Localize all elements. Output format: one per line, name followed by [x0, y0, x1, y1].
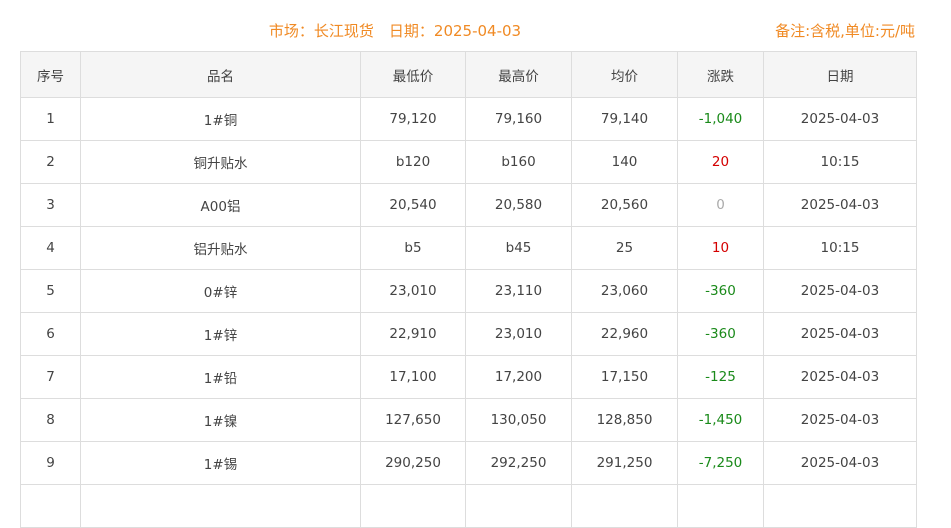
column-header-index: 序号 [20, 51, 81, 98]
market-title: 市场：长江现货 日期：2025-04-03 [268, 22, 522, 40]
cell-low: 290,250 [360, 441, 466, 485]
table-header-row: 序号 品名 最低价 最高价 均价 涨跌 日期 [20, 51, 917, 98]
cell-name: 1#锡 [80, 441, 361, 485]
cell-change: -125 [677, 355, 764, 399]
cell-index [20, 484, 81, 528]
cell-avg: 291,250 [571, 441, 678, 485]
cell-avg: 140 [571, 140, 678, 184]
cell-high: 20,580 [465, 183, 572, 227]
cell-high: 292,250 [465, 441, 572, 485]
cell-low: 79,120 [360, 97, 466, 141]
page-header: 市场：长江现货 日期：2025-04-03 备注:含税,单位:元/吨 [0, 0, 951, 51]
price-table: 序号 品名 最低价 最高价 均价 涨跌 日期 1 1#铜 79,120 79,160 79,140-… [20, 51, 917, 528]
unit-note: 备注:含税,单位:元/吨 [775, 22, 915, 40]
cell-date: 10:15 [763, 226, 917, 270]
column-header-date: 日期 [763, 51, 917, 98]
cell-change: -1,450 [677, 398, 764, 442]
table-row: 7 1#铅 17,100 17,200 17,150 -125 2025-04-03 [20, 355, 917, 399]
cell-low [360, 484, 466, 528]
cell-date: 2025-04-03 [763, 312, 917, 356]
cell-high [465, 484, 572, 528]
cell-index: 5 [20, 269, 81, 313]
cell-date: 10:15 [763, 140, 917, 184]
cell-name: 0#锌 [80, 269, 361, 313]
column-header-high: 最高价 [465, 51, 572, 98]
table-row: 1 1#铜 79,120 79,160 79,140 -1,040 2025-04-03 [20, 97, 917, 141]
cell-index: 8 [20, 398, 81, 442]
cell-high: 17,200 [465, 355, 572, 399]
cell-avg: 22,960 [571, 312, 678, 356]
cell-date: 2025-04-03 [763, 183, 917, 227]
cell-index: 3 [20, 183, 81, 227]
cell-change: 10 [677, 226, 764, 270]
cell-change: -7,250 [677, 441, 764, 485]
cell-date: 2025-04-03 [763, 355, 917, 399]
table-row: 5 0#锌 23,010 23,110 23,060 -360 2025-04-03 [20, 269, 917, 313]
table-row: 4 铝升贴水 b5 b45 25 10 10:15 [20, 226, 917, 270]
cell-name: 铝升贴水 [80, 226, 361, 270]
cell-index: 7 [20, 355, 81, 399]
cell-high: 79,160 [465, 97, 572, 141]
cell-change: -1,040 [677, 97, 764, 141]
cell-avg: 17,150 [571, 355, 678, 399]
table-row [20, 484, 917, 528]
cell-high: 130,050 [465, 398, 572, 442]
cell-name: 1#铅 [80, 355, 361, 399]
table-row: 8 1#镍 127,650 130,050 128,850 -1,450 2025-04-0… [20, 398, 917, 442]
cell-date: 2025-04-03 [763, 97, 917, 141]
cell-index: 4 [20, 226, 81, 270]
cell-avg: 23,060 [571, 269, 678, 313]
table-row: 3 A00铝 20,540 20,580 20,560 0 2025-04-03 [20, 183, 917, 227]
cell-index: 9 [20, 441, 81, 485]
cell-index: 6 [20, 312, 81, 356]
cell-change: -360 [677, 312, 764, 356]
cell-low: 20,540 [360, 183, 466, 227]
cell-change: 0 [677, 183, 764, 227]
cell-avg: 20,560 [571, 183, 678, 227]
cell-index: 2 [20, 140, 81, 184]
cell-avg: 128,850 [571, 398, 678, 442]
cell-change: 20 [677, 140, 764, 184]
cell-date: 2025-04-03 [763, 441, 917, 485]
cell-avg [571, 484, 678, 528]
cell-avg: 79,140 [571, 97, 678, 141]
cell-name: 1#铜 [80, 97, 361, 141]
cell-name: 铜升贴水 [80, 140, 361, 184]
cell-name: A00铝 [80, 183, 361, 227]
table-row: 2 铜升贴水 b120 b160 140 20 10:15 [20, 140, 917, 184]
cell-date [763, 484, 917, 528]
cell-name: 1#锌 [80, 312, 361, 356]
cell-high: b160 [465, 140, 572, 184]
cell-low: b5 [360, 226, 466, 270]
cell-low: b120 [360, 140, 466, 184]
cell-low: 22,910 [360, 312, 466, 356]
column-header-name: 品名 [80, 51, 361, 98]
cell-change: -360 [677, 269, 764, 313]
cell-low: 17,100 [360, 355, 466, 399]
column-header-avg: 均价 [571, 51, 678, 98]
cell-high: 23,110 [465, 269, 572, 313]
column-header-low: 最低价 [360, 51, 466, 98]
cell-high: b45 [465, 226, 572, 270]
cell-name [80, 484, 361, 528]
cell-low: 127,650 [360, 398, 466, 442]
cell-date: 2025-04-03 [763, 398, 917, 442]
cell-low: 23,010 [360, 269, 466, 313]
table-row: 9 1#锡 290,250 292,250 291,250 -7,250 2025-04-0… [20, 441, 917, 485]
cell-change [677, 484, 764, 528]
table-row: 6 1#锌 22,910 23,010 22,960 -360 2025-04-03 [20, 312, 917, 356]
column-header-change: 涨跌 [677, 51, 764, 98]
cell-name: 1#镍 [80, 398, 361, 442]
cell-high: 23,010 [465, 312, 572, 356]
cell-date: 2025-04-03 [763, 269, 917, 313]
cell-avg: 25 [571, 226, 678, 270]
cell-index: 1 [20, 97, 81, 141]
